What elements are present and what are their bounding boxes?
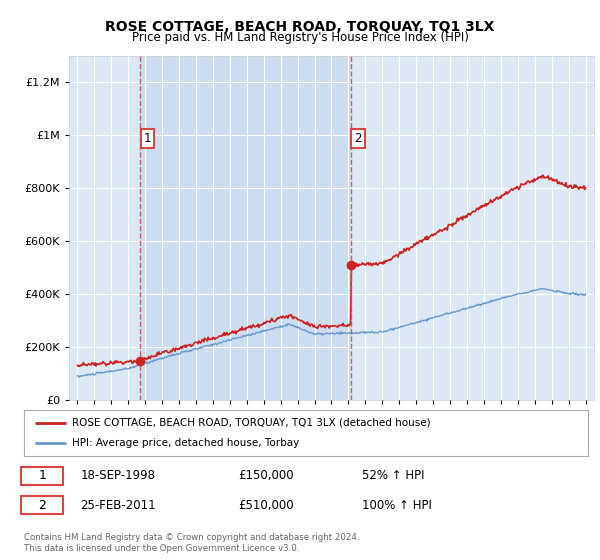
Text: £150,000: £150,000 xyxy=(238,469,294,482)
Text: Contains HM Land Registry data © Crown copyright and database right 2024.
This d: Contains HM Land Registry data © Crown c… xyxy=(24,533,359,553)
Text: 52% ↑ HPI: 52% ↑ HPI xyxy=(362,469,425,482)
Text: £510,000: £510,000 xyxy=(238,499,294,512)
Text: 1: 1 xyxy=(38,469,46,482)
Text: 2: 2 xyxy=(355,132,362,144)
Text: 1: 1 xyxy=(144,132,151,144)
Text: 18-SEP-1998: 18-SEP-1998 xyxy=(80,469,155,482)
Text: HPI: Average price, detached house, Torbay: HPI: Average price, detached house, Torb… xyxy=(72,438,299,449)
Text: ROSE COTTAGE, BEACH ROAD, TORQUAY, TQ1 3LX: ROSE COTTAGE, BEACH ROAD, TORQUAY, TQ1 3… xyxy=(106,20,494,34)
Text: 100% ↑ HPI: 100% ↑ HPI xyxy=(362,499,432,512)
Text: ROSE COTTAGE, BEACH ROAD, TORQUAY, TQ1 3LX (detached house): ROSE COTTAGE, BEACH ROAD, TORQUAY, TQ1 3… xyxy=(72,418,431,428)
Text: 2: 2 xyxy=(38,499,46,512)
FancyBboxPatch shape xyxy=(21,496,64,514)
FancyBboxPatch shape xyxy=(21,467,64,485)
Bar xyxy=(140,56,351,400)
Text: Price paid vs. HM Land Registry's House Price Index (HPI): Price paid vs. HM Land Registry's House … xyxy=(131,31,469,44)
Text: 25-FEB-2011: 25-FEB-2011 xyxy=(80,499,156,512)
